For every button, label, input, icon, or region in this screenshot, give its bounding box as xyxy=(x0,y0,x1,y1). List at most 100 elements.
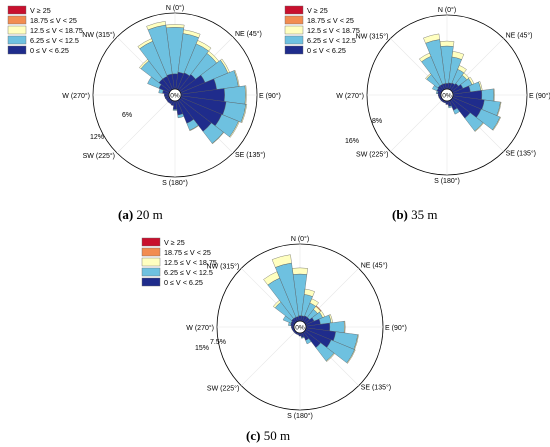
wind-rose-1: 0% 8% 16% N (0°) NE (45°) E (90°) SE (135°) S (… xyxy=(336,6,550,185)
wind-sector-135-bin-2 xyxy=(211,131,225,145)
subfigure-caption: (c) 50 m xyxy=(246,428,290,443)
calm-circle xyxy=(293,320,307,334)
legend-label: V ≥ 25 xyxy=(307,6,328,15)
legend-swatch xyxy=(284,25,304,35)
ring-label: 8% xyxy=(372,118,382,125)
subfigure-caption: (b) 35 m xyxy=(392,207,438,222)
direction-label: N (0°) xyxy=(166,4,184,12)
wind-sector-15-bin-2 xyxy=(182,29,201,38)
wind-sector-135-bin-2 xyxy=(325,352,335,362)
legend-swatch xyxy=(7,25,27,35)
legend-label: 0 ≤ V < 6.25 xyxy=(307,46,346,55)
legend-label: 18.75 ≤ V < 25 xyxy=(30,16,77,25)
wind-sector-150-bin-1 xyxy=(453,107,460,115)
legend-swatch xyxy=(7,45,27,55)
wind-sector-120-bin-2 xyxy=(229,121,240,138)
wind-sector-90-bin-1 xyxy=(224,85,246,105)
ring-label: 7.5% xyxy=(210,339,226,346)
direction-label: W (270°) xyxy=(186,324,214,332)
direction-label: SW (225°) xyxy=(83,152,115,160)
wind-sector-345-bin-2 xyxy=(423,33,440,44)
wind-sector-30-bin-2 xyxy=(457,65,467,74)
legend-swatch xyxy=(7,15,27,25)
direction-label: SE (135°) xyxy=(235,151,265,159)
ring-label: 16% xyxy=(345,138,359,145)
direction-label: E (90°) xyxy=(385,324,407,332)
wind-sector-15-bin-2 xyxy=(451,51,465,60)
legend-swatch xyxy=(284,15,304,25)
direction-label: NE (45°) xyxy=(235,30,262,38)
wind-sector-345-bin-2 xyxy=(271,254,292,268)
legend-swatch xyxy=(141,257,161,267)
wind-sector-0-bin-2 xyxy=(165,24,185,29)
calm-circle xyxy=(168,88,182,102)
radial-gridline xyxy=(390,94,448,152)
wind-sector-345-bin-2 xyxy=(146,21,166,31)
legend-swatch xyxy=(284,5,304,15)
ring-label: 15% xyxy=(195,345,209,352)
wind-sector-30-bin-2 xyxy=(309,298,319,307)
direction-label: SW (225°) xyxy=(356,151,388,159)
legend-swatch xyxy=(284,35,304,45)
direction-label: W (270°) xyxy=(62,92,90,100)
legend-label: V ≥ 25 xyxy=(164,238,185,247)
calm-label: 0% xyxy=(442,92,452,99)
legend-label: V ≥ 25 xyxy=(30,6,51,15)
direction-label: NW (315°) xyxy=(356,32,389,40)
wind-sector-165-bin-1 xyxy=(301,336,305,339)
calm-label: 0% xyxy=(170,92,180,99)
legend-swatch xyxy=(141,237,161,247)
wind-sector-120-bin-2 xyxy=(492,116,501,131)
legend-label: 12.5 ≤ V < 18.75 xyxy=(30,26,83,35)
legend-swatch xyxy=(7,5,27,15)
direction-label: SW (225°) xyxy=(207,385,239,393)
direction-label: E (90°) xyxy=(529,92,550,100)
wind-sector-0-bin-2 xyxy=(439,40,455,47)
legend-label: 18.75 ≤ V < 25 xyxy=(164,248,211,257)
legend-swatch xyxy=(284,45,304,55)
direction-label: SE (135°) xyxy=(361,384,391,392)
legend-swatch xyxy=(141,277,161,287)
ring-label: 6% xyxy=(122,112,132,119)
legend-label: 6.25 ≤ V < 12.5 xyxy=(30,36,79,45)
legend-swatch xyxy=(7,35,27,45)
legend-swatch xyxy=(141,247,161,257)
wind-sector-120-bin-2 xyxy=(346,349,356,364)
wind-sector-180-bin-1 xyxy=(172,109,178,111)
legend-label: 6.25 ≤ V < 12.5 xyxy=(164,268,213,277)
subfigure-caption: (a) 20 m xyxy=(118,207,163,222)
wind-sector-30-bin-2 xyxy=(195,40,212,52)
wind-rose-2: 0% 7.5%15% N (0°) NE (45°) E (90°) SE (135°) S… xyxy=(186,235,407,420)
wind-sector-105-bin-2 xyxy=(240,104,248,123)
wind-sector-90-bin-1 xyxy=(481,88,495,102)
legend-label: 12.5 ≤ V < 18.75 xyxy=(164,258,217,267)
direction-label: S (180°) xyxy=(287,412,313,420)
direction-label: W (270°) xyxy=(336,92,364,100)
direction-label: NW (315°) xyxy=(82,31,115,39)
wind-sector-165-bin-1 xyxy=(448,105,453,109)
calm-circle xyxy=(440,88,454,102)
calm-label: 0% xyxy=(295,324,305,331)
wind-sector-165-bin-1 xyxy=(177,113,185,119)
wind-sector-150-bin-1 xyxy=(305,338,312,345)
legend-label: 6.25 ≤ V < 12.5 xyxy=(307,36,356,45)
direction-label: NE (45°) xyxy=(361,261,388,269)
direction-label: S (180°) xyxy=(162,179,188,187)
direction-label: S (180°) xyxy=(434,177,460,185)
wind-sector-15-bin-2 xyxy=(304,288,315,297)
ring-label: 12% xyxy=(90,134,104,141)
wind-sector-135-bin-2 xyxy=(474,122,484,132)
legend-swatch xyxy=(141,267,161,277)
direction-label: NE (45°) xyxy=(506,31,533,39)
wind-sector-150-bin-2 xyxy=(189,125,199,132)
wind-rose-0: 0% 6% 12% N (0°) NE (45°) E (90°) SE (135°) S (… xyxy=(62,4,281,187)
legend-label: 18.75 ≤ V < 25 xyxy=(307,16,354,25)
direction-label: NW (315°) xyxy=(207,262,240,270)
legend-label: 0 ≤ V < 6.25 xyxy=(30,46,69,55)
direction-label: E (90°) xyxy=(259,92,281,100)
radial-gridline xyxy=(116,94,176,154)
radial-gridline xyxy=(241,326,301,386)
